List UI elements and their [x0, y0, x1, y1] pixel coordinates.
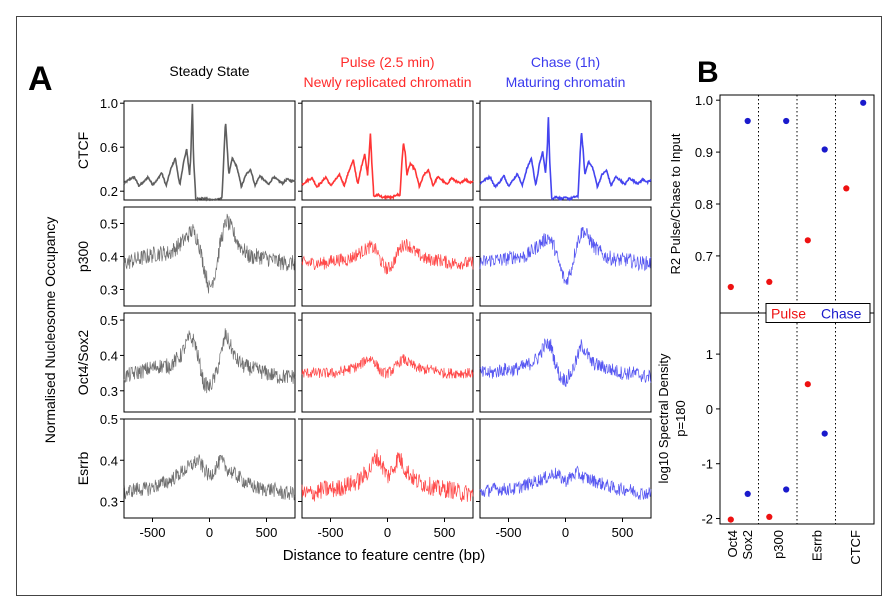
column-title-chase: Maturing chromatin	[506, 74, 626, 90]
trace-pulse-esrrb	[301, 449, 474, 502]
row-label: p300	[75, 241, 91, 272]
x-tick-label: 0	[206, 525, 213, 540]
b-top-y-tick-label: 0.8	[695, 197, 713, 212]
b-bottom-point-chase	[821, 430, 828, 437]
category-label: p300	[771, 530, 786, 559]
b-bottom-point-pulse	[727, 516, 734, 523]
trace-pulse-ctcf	[301, 133, 474, 200]
category-label: CTCF	[848, 530, 863, 565]
y-tick-label: 0.4	[100, 348, 118, 363]
panel-b: 0.7 0.8 0.9 1.0 R2 Pulse/Chase to Input -2 -1 0…	[656, 93, 875, 565]
b-bottom-y-label: p=180	[673, 400, 688, 437]
category-label: Esrrb	[809, 530, 824, 561]
trace-steady-esrrb	[123, 454, 296, 501]
column-title-chase: Chase (1h)	[531, 54, 600, 70]
trace-steady-p300	[123, 213, 296, 294]
column-title-pulse: Pulse (2.5 min)	[340, 54, 434, 70]
x-tick-label: -500	[495, 525, 521, 540]
b-bottom-y-tick-label: 0	[706, 402, 713, 417]
y-tick-label: 1.0	[100, 96, 118, 111]
trace-chase-esrrb	[479, 465, 652, 500]
trace-pulse-oct4-sox2	[301, 354, 474, 379]
y-tick-label: 0.5	[100, 412, 118, 427]
b-bottom-point-pulse	[804, 381, 811, 388]
plot-frame	[301, 312, 474, 413]
b-top-y-tick-label: 1.0	[695, 93, 713, 108]
b-bottom-point-chase	[783, 486, 790, 493]
b-bottom-y-tick-label: -1	[701, 457, 713, 472]
b-top-point-pulse	[843, 185, 850, 192]
b-top-point-chase	[783, 117, 790, 125]
trace-pulse-p300	[301, 238, 474, 275]
b-top-point-pulse	[727, 283, 734, 291]
plot-frame	[123, 418, 296, 519]
plot-frame	[479, 100, 652, 201]
plot-frame	[479, 418, 652, 519]
trace-steady-oct4-sox2	[123, 328, 296, 394]
b-bottom-y-label: log10 Spectral Density	[656, 353, 671, 484]
plot-frame	[301, 418, 474, 519]
legend-chase: Chase	[821, 306, 862, 322]
b-top-point-chase	[744, 117, 751, 125]
y-tick-label: 0.6	[100, 140, 118, 155]
y-tick-label: 0.3	[100, 283, 118, 298]
y-tick-label: 0.3	[100, 384, 118, 399]
b-top-y-label: R2 Pulse/Chase to Input	[668, 133, 683, 274]
x-tick-label: 500	[256, 525, 278, 540]
plot-frame	[479, 312, 652, 413]
column-title-pulse: Newly replicated chromatin	[303, 74, 471, 90]
trace-steady-ctcf	[123, 103, 296, 202]
b-bottom-y-tick-label: -2	[701, 512, 713, 527]
row-label: Esrrb	[75, 452, 91, 486]
y-tick-label: 0.4	[100, 250, 118, 265]
b-bottom-y-tick-label: 1	[706, 347, 713, 362]
y-axis-label: Normalised Nucleosome Occupancy	[42, 217, 58, 443]
b-top-point-chase	[860, 99, 867, 106]
row-label: Oct4/Sox2	[75, 330, 91, 396]
y-tick-label: 0.4	[100, 453, 118, 468]
x-tick-label: 0	[384, 525, 391, 540]
panel-a: Steady State Pulse (2.5 min) Newly replica…	[75, 54, 652, 540]
x-tick-label: 0	[562, 525, 569, 540]
b-top-y-tick-label: 0.7	[695, 249, 713, 264]
b-top-point-chase	[821, 146, 828, 153]
row-label: CTCF	[75, 132, 91, 169]
y-tick-label: 0.5	[100, 217, 118, 232]
column-title-steady: Steady State	[169, 63, 249, 79]
category-label: Oct4	[725, 530, 740, 557]
plot-frame	[301, 206, 474, 307]
plot-frame	[123, 312, 296, 413]
category-label: Sox2	[740, 530, 755, 560]
plot-frame	[301, 100, 474, 201]
legend-box	[765, 303, 871, 323]
trace-chase-p300	[479, 227, 652, 286]
b-top-point-pulse	[766, 278, 773, 285]
x-tick-label: 500	[434, 525, 456, 540]
x-axis-label: Distance to feature centre (bp)	[283, 547, 486, 564]
panel-b-label: B	[697, 56, 719, 89]
y-tick-label: 0.3	[100, 495, 118, 510]
panel-a-label: A	[28, 60, 53, 98]
x-tick-label: -500	[139, 525, 165, 540]
trace-chase-ctcf	[479, 117, 652, 202]
trace-chase-oct4-sox2	[479, 338, 652, 387]
b-top-y-tick-label: 0.9	[695, 145, 713, 160]
legend-pulse: Pulse	[771, 306, 806, 322]
b-top-point-pulse	[804, 237, 811, 244]
y-tick-label: 0.2	[100, 184, 118, 199]
b-bottom-point-pulse	[766, 513, 773, 521]
b-bottom-point-chase	[744, 490, 751, 497]
x-tick-label: 500	[612, 525, 634, 540]
x-tick-label: -500	[317, 525, 343, 540]
y-tick-label: 0.5	[100, 313, 118, 328]
